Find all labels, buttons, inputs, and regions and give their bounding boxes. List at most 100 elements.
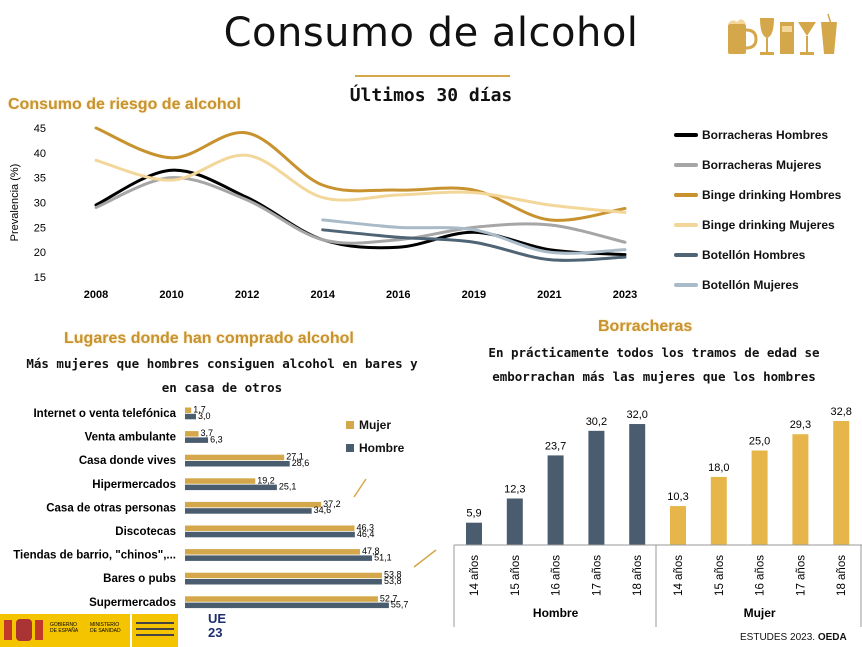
data-label-hombre: 25,1	[279, 482, 297, 492]
drunkenness-bar-chart: 5,9 14 años 12,3 15 años 23,7 16 años 30,2 17 a…	[453, 406, 862, 627]
ministry-logo-line2: DE SANIDAD	[90, 628, 121, 634]
category-label: Bares o pubs	[103, 573, 176, 585]
category-label: Casa de otras personas	[46, 502, 176, 514]
x-tick-label: 2016	[386, 289, 410, 301]
y-tick-label: 30	[34, 198, 46, 210]
drinks-logo-icon	[724, 12, 842, 58]
legend-swatch	[674, 223, 698, 227]
bar-hombre	[506, 498, 523, 545]
bar-hombre	[185, 461, 290, 467]
bar-mujer	[751, 450, 768, 545]
legend-item-borracheras-mujeres: Borracheras Mujeres	[674, 158, 821, 172]
legend-label: Binge drinking Hombres	[702, 188, 842, 202]
legend-label: Borracheras Mujeres	[702, 158, 822, 172]
data-label-hombre: 3,0	[198, 411, 211, 421]
legend-swatch	[674, 163, 698, 167]
x-tick-label: 15 años	[714, 555, 726, 596]
bar-hombre	[185, 508, 312, 514]
data-label-hombre: 23,7	[545, 440, 566, 452]
x-tick-label: 17 años	[795, 555, 807, 596]
data-label-hombre: 30,2	[586, 416, 607, 428]
drunkenness-chart-title: Borracheras	[598, 318, 693, 335]
data-label-mujer: 52,7	[380, 593, 398, 603]
page-title: Consumo de alcohol	[223, 10, 639, 56]
bar-hombre	[185, 579, 382, 585]
series-line-binge-drinking-hombres	[94, 126, 627, 222]
legend-label: Borracheras Hombres	[702, 128, 829, 142]
data-label-hombre: 12,3	[504, 484, 525, 496]
bar-mujer	[185, 431, 199, 437]
legend-item-borracheras-hombres: Borracheras Hombres	[674, 128, 828, 142]
eu-presidency-logo: UE 23	[208, 612, 226, 640]
data-label-mujer: 10,3	[667, 491, 688, 503]
bar-hombre	[185, 531, 355, 538]
x-tick-label: 2023	[613, 289, 637, 301]
legend-label: Botellón Mujeres	[702, 278, 799, 292]
legend-swatch	[674, 283, 698, 287]
eu-logo-23: 23	[208, 625, 223, 640]
bar-mujer	[185, 525, 355, 531]
y-tick-label: 40	[34, 148, 46, 160]
legend-swatch-mujer	[346, 421, 354, 429]
x-tick-label: 2008	[84, 289, 108, 301]
title-underline	[355, 75, 510, 77]
gov-logo-line2: DE ESPAÑA	[50, 627, 79, 634]
legend-label: Binge drinking Mujeres	[702, 218, 835, 232]
data-label-hombre: 6,3	[210, 434, 223, 444]
data-label-mujer: 27,1	[286, 452, 304, 462]
bar-hombre	[629, 424, 646, 545]
bar-hombre	[185, 602, 389, 609]
data-label-mujer: 18,0	[708, 462, 729, 474]
legend-item-botellon-hombres: Botellón Hombres	[674, 248, 805, 262]
places-chart-note: Más mujeres que hombres consiguen alcoho…	[26, 356, 418, 395]
eu-logo-ue: UE	[208, 611, 227, 626]
y-tick-label: 20	[34, 247, 46, 259]
bar-mujer	[185, 501, 322, 508]
bar-mujer	[185, 478, 256, 484]
category-label: Discotecas	[115, 526, 176, 538]
highlight-arrow	[353, 478, 367, 498]
source-prefix: ESTUDES 2023.	[740, 632, 816, 643]
series-line-binge-drinking-mujeres	[94, 153, 627, 214]
data-label-hombre: 51,1	[374, 552, 392, 562]
bar-hombre	[185, 413, 196, 420]
bar-mujer	[710, 476, 727, 545]
y-tick-label: 35	[34, 173, 46, 185]
source-org: OEDA	[817, 632, 847, 643]
bar-hombre	[185, 437, 209, 443]
data-label-mujer: 32,8	[830, 406, 851, 418]
legend-swatch	[674, 133, 698, 137]
data-label-hombre: 34,6	[314, 505, 332, 515]
places-bar-chart: Internet o venta telefónica 1,73,0 Venta a…	[13, 405, 437, 610]
bar-mujer	[185, 549, 360, 555]
line-chart-title: Consumo de riesgo de alcohol	[8, 96, 241, 113]
category-label: Venta ambulante	[85, 432, 176, 444]
x-tick-label: 2021	[537, 289, 561, 301]
data-label-hombre: 28,6	[292, 458, 310, 468]
data-label-mujer: 47,8	[362, 546, 380, 556]
series-line-botellon-hombres	[321, 228, 627, 262]
data-label-hombre: 55,7	[391, 600, 409, 610]
data-label-mujer: 37,2	[323, 499, 341, 509]
bar-hombre	[547, 455, 564, 545]
x-tick-label: 18 años	[632, 555, 644, 596]
x-tick-label: 17 años	[591, 555, 603, 596]
bar-mujer	[792, 434, 809, 545]
category-label: Tiendas de barrio, "chinos",...	[13, 550, 176, 562]
legend-swatch-hombre	[346, 444, 354, 452]
data-label-mujer: 25,0	[749, 435, 770, 447]
risk-consumption-line-chart: Prevalencia (%) 15 20 25 30 35 40 45 2008 2010 201…	[9, 123, 637, 301]
legend-label-hombre: Hombre	[359, 441, 405, 455]
category-label: Supermercados	[89, 597, 176, 609]
data-label-hombre: 53,8	[384, 576, 402, 586]
x-tick-label: 14 años	[673, 555, 685, 596]
series-line-borracheras-mujeres	[94, 176, 627, 245]
drunkenness-chart-note: En prácticamente todos los tramos de eda…	[488, 345, 820, 384]
y-axis-label: Prevalencia (%)	[9, 164, 21, 242]
legend-item-binge-drinking-mujeres: Binge drinking Mujeres	[674, 218, 835, 232]
bar-mujer	[185, 407, 192, 413]
bar-mujer	[185, 572, 382, 579]
legend-item-botellon-mujeres: Botellón Mujeres	[674, 278, 799, 292]
x-tick-label: 18 años	[836, 555, 848, 596]
legend-label: Botellón Hombres	[702, 248, 806, 262]
